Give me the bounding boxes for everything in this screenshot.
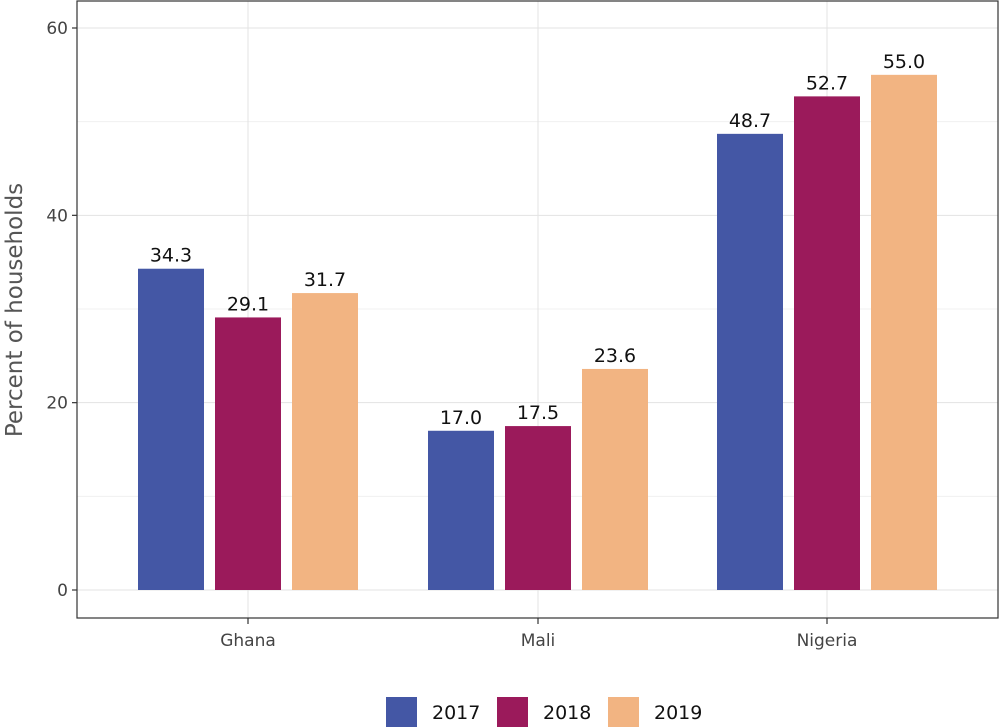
legend-swatch-2018 [497,697,528,727]
y-tick-label: 0 [57,581,68,601]
data-label: 55.0 [883,51,925,73]
bar-mali-2018 [505,426,571,590]
legend-swatch-2019 [608,697,639,727]
legend-label: 2017 [432,702,480,724]
y-tick-label: 40 [46,206,68,226]
bar-ghana-2019 [292,293,358,590]
bars-layer [138,74,937,591]
legend-swatch-2017 [386,697,417,727]
legend: 2017 2018 2019 [386,697,702,727]
bar-ghana-2017 [138,268,204,590]
y-axis: 0 20 40 60 [46,19,77,601]
data-label: 17.0 [440,407,482,429]
data-label: 17.5 [517,402,559,424]
bar-mali-2017 [428,430,494,590]
legend-label: 2018 [543,702,591,724]
x-axis: Ghana Mali Nigeria [220,618,857,651]
y-tick-label: 60 [46,19,68,39]
bar-mali-2019 [582,368,648,590]
data-label: 31.7 [304,269,346,291]
data-label: 34.3 [150,245,192,267]
bar-ghana-2018 [215,317,281,590]
bar-nigeria-2019 [871,74,937,591]
bar-nigeria-2018 [794,96,860,591]
bar-nigeria-2017 [717,133,783,591]
legend-label: 2019 [654,702,702,724]
y-tick-label: 20 [46,394,68,414]
data-label: 52.7 [806,72,848,94]
data-label: 48.7 [729,110,771,132]
data-labels-layer: 34.3 17.0 48.7 29.1 17.5 52.7 31.7 23.6 55.0 [150,51,925,429]
y-axis-title: Percent of households [2,183,28,437]
x-tick-label: Mali [521,631,556,651]
data-label: 29.1 [227,293,269,315]
x-tick-label: Nigeria [797,631,858,651]
data-label: 23.6 [594,345,636,367]
x-tick-label: Ghana [220,631,276,651]
